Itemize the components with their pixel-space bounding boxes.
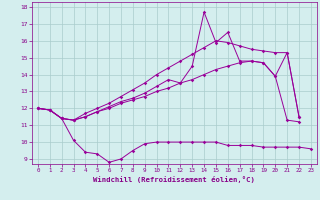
X-axis label: Windchill (Refroidissement éolien,°C): Windchill (Refroidissement éolien,°C)	[93, 176, 255, 183]
